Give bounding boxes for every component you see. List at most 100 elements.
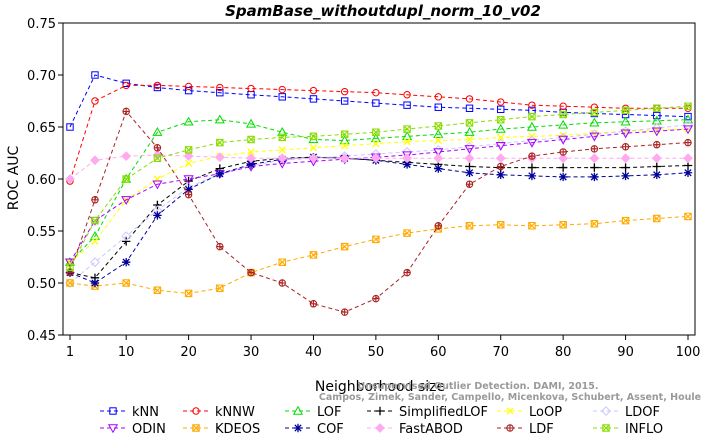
data-point — [433, 148, 444, 158]
x-tick-label: 1 — [66, 345, 74, 360]
data-point — [497, 105, 505, 114]
data-point — [372, 294, 380, 303]
data-point — [122, 81, 130, 90]
y-tick-label: 0.60 — [27, 173, 56, 188]
series-line — [69, 84, 688, 182]
data-point — [340, 87, 349, 96]
data-point — [602, 424, 610, 432]
x-tick-label: 60 — [430, 345, 447, 360]
y-tick-label: 0.75 — [27, 17, 56, 32]
data-point — [559, 110, 567, 119]
data-point — [558, 119, 569, 129]
data-point — [309, 251, 318, 259]
data-point — [370, 153, 381, 164]
x-tick-label: 20 — [180, 345, 197, 360]
data-point — [184, 190, 193, 199]
x-axis: 1 10 20 30 40 50 60 70 80 90 100 — [66, 335, 701, 360]
legend-item-kdeos: KDEOS — [183, 422, 260, 434]
data-point — [183, 151, 194, 162]
y-axis-label: ROC AUC — [6, 145, 22, 210]
data-point — [375, 423, 385, 433]
data-point — [184, 82, 193, 91]
data-point — [683, 168, 693, 177]
data-point — [216, 284, 224, 292]
data-point — [651, 123, 662, 133]
data-point — [340, 97, 349, 105]
data-point — [192, 424, 200, 432]
data-point — [64, 258, 76, 268]
data-point — [403, 91, 411, 99]
data-point — [496, 170, 505, 180]
data-point — [465, 119, 474, 127]
data-point — [527, 171, 537, 181]
data-point — [403, 229, 411, 237]
series-group — [64, 71, 694, 316]
data-point — [433, 153, 444, 164]
data-point — [589, 117, 600, 127]
data-point — [184, 159, 193, 168]
data-point — [215, 169, 225, 178]
data-point — [153, 211, 162, 220]
data-point — [91, 97, 99, 105]
legend-item-fastabod: FastABOD — [367, 422, 463, 434]
data-point — [372, 235, 380, 244]
data-point — [216, 138, 224, 147]
data-point — [465, 95, 474, 103]
data-point — [495, 123, 506, 133]
data-point — [66, 123, 74, 131]
data-point — [107, 424, 119, 434]
data-point — [372, 88, 380, 97]
data-point — [278, 93, 286, 101]
data-point — [152, 180, 163, 190]
data-point — [653, 111, 661, 120]
data-point — [91, 237, 99, 246]
data-point — [558, 153, 569, 164]
x-tick-label: 90 — [617, 345, 634, 360]
data-point — [497, 98, 505, 106]
data-point — [309, 144, 318, 152]
data-point — [620, 116, 631, 126]
series-cof — [65, 152, 693, 288]
data-point — [309, 300, 318, 308]
data-point — [247, 148, 255, 156]
data-point — [372, 128, 380, 136]
x-tick-label: 30 — [243, 345, 260, 360]
data-point — [528, 112, 536, 121]
data-point — [528, 222, 536, 230]
legend-item-inflo: INFLO — [593, 422, 663, 434]
data-point — [496, 162, 505, 171]
data-point — [245, 118, 257, 128]
data-point — [652, 170, 661, 180]
data-point — [497, 133, 505, 142]
data-point — [683, 153, 693, 164]
data-point — [184, 86, 193, 95]
data-point — [278, 85, 286, 94]
legend-label: LOF — [317, 405, 342, 420]
data-point — [90, 278, 100, 288]
x-tick-label: 70 — [492, 345, 509, 360]
data-point — [495, 153, 506, 164]
data-point — [559, 148, 567, 156]
data-point — [214, 114, 225, 124]
data-point — [121, 196, 132, 206]
data-point — [402, 160, 412, 169]
data-point — [403, 101, 411, 109]
legend-item-lof: LOF — [285, 405, 342, 420]
data-point — [589, 153, 600, 164]
legend-label: SimplifiedLOF — [399, 405, 488, 420]
series-line — [69, 119, 689, 263]
data-point — [590, 172, 599, 182]
x-tick-label: 100 — [676, 345, 701, 360]
legend-item-simplifiedlof: SimplifiedLOF — [367, 405, 488, 420]
data-point — [183, 175, 194, 185]
data-point — [153, 154, 162, 162]
data-point — [495, 142, 506, 151]
data-point — [340, 130, 349, 139]
data-point — [506, 407, 514, 415]
data-point — [277, 153, 288, 164]
data-point — [434, 164, 443, 173]
data-point — [192, 407, 200, 415]
legend-label: LDF — [529, 422, 554, 434]
data-point — [247, 84, 255, 93]
data-point — [620, 153, 631, 164]
